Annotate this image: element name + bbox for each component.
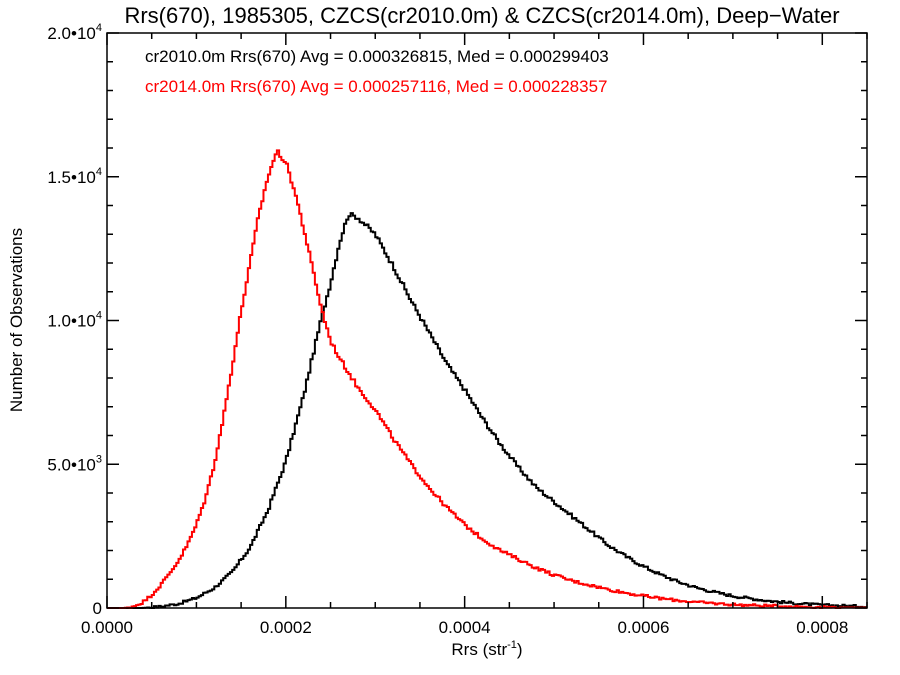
x-axis-label: Rrs (str-1)	[451, 639, 522, 659]
x-tick-label-0: 0.0000	[81, 618, 133, 637]
y-tick-label-4: 2.0•104	[47, 22, 102, 43]
y-tick-label-0: 0	[93, 599, 102, 618]
series-line-0	[107, 212, 867, 609]
series-layer	[107, 149, 867, 609]
x-tick-label-3: 0.0006	[617, 618, 669, 637]
series-line-1	[107, 149, 867, 609]
plot-frame	[106, 32, 868, 609]
legend: cr2010.0m Rrs(670) Avg = 0.000326815, Me…	[145, 47, 609, 96]
x-axis-label-close: )	[517, 640, 523, 659]
x-tick-label-2: 0.0004	[439, 618, 491, 637]
legend-entry-cr2010: cr2010.0m Rrs(670) Avg = 0.000326815, Me…	[145, 47, 609, 66]
x-axis-label-main: Rrs (str	[451, 640, 507, 659]
x-tick-label-1: 0.0002	[260, 618, 312, 637]
y-tick-label-3: 1.5•104	[47, 166, 102, 187]
chart-title: Rrs(670), 1985305, CZCS(cr2010.0m) & CZC…	[124, 3, 839, 28]
x-axis-label-superscript: -1	[507, 639, 517, 651]
y-tick-label-2: 1.0•104	[47, 310, 102, 331]
ticks-layer: 0.0000 0.0002 0.0004 0.0006 0.0008 0 5.0•103 1.…	[47, 22, 868, 637]
x-tick-label-4: 0.0008	[796, 618, 848, 637]
legend-entry-cr2014: cr2014.0m Rrs(670) Avg = 0.000257116, Me…	[145, 77, 607, 96]
y-tick-label-1: 5.0•103	[47, 453, 102, 474]
y-axis-label: Number of Observations	[7, 228, 26, 412]
